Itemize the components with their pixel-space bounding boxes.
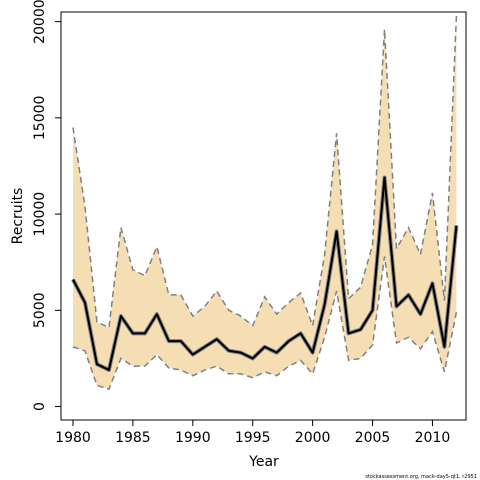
- y-tick-label: 5000: [32, 292, 48, 328]
- x-tick-label: 1985: [115, 430, 151, 446]
- y-tick-label: 20000: [32, 0, 48, 44]
- x-tick-label: 1995: [235, 430, 271, 446]
- x-tick-label: 1990: [175, 430, 211, 446]
- y-tick-label: 15000: [32, 96, 48, 141]
- y-axis: 0 5000 10000 15000 20000: [32, 0, 61, 411]
- x-tick-label: 2000: [295, 430, 331, 446]
- y-tick-label: 0: [32, 402, 48, 411]
- confidence-band: [72, 15, 457, 390]
- y-axis-title: Recruits: [10, 188, 26, 245]
- footnote: stockassessment.org, mack-day5-qt1, r295…: [365, 474, 477, 480]
- x-tick-label: 2005: [355, 430, 391, 446]
- lower-bound-line: [72, 256, 458, 391]
- plot-frame: [60, 11, 467, 421]
- x-tick-label: 1980: [55, 430, 91, 446]
- x-axis-title: Year: [248, 454, 279, 470]
- x-axis: 1980 1985 1990 1995 2000 2005 2010: [55, 420, 450, 446]
- y-tick-label: 10000: [32, 192, 48, 237]
- x-tick-label: 2010: [415, 430, 451, 446]
- plot-area: [71, 15, 459, 391]
- estimate-line: [72, 176, 458, 371]
- upper-bound-line: [72, 15, 458, 329]
